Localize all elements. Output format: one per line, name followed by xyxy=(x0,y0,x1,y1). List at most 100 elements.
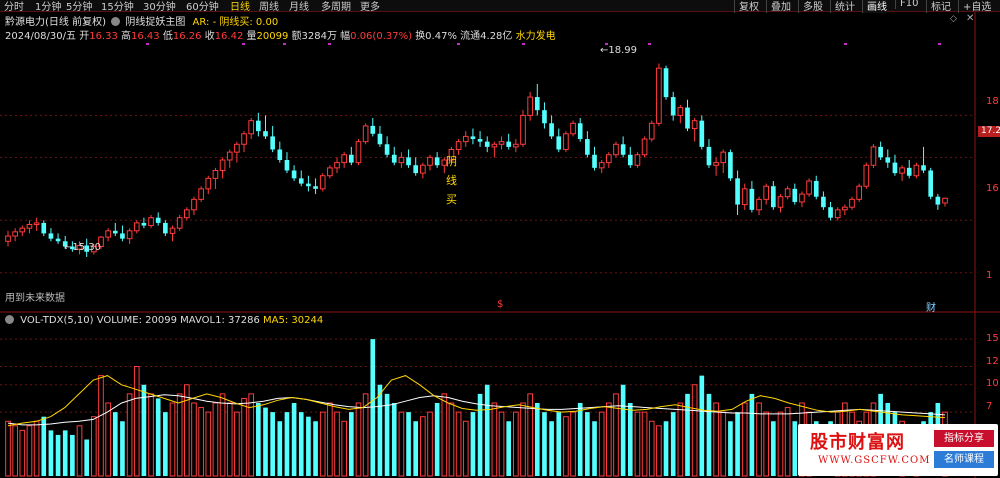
volume-bar-20 xyxy=(148,393,154,477)
candle-body-61 xyxy=(441,159,448,166)
volume-bar-78 xyxy=(563,416,569,477)
candle-body-79 xyxy=(570,122,576,135)
volume-bar-14 xyxy=(105,402,111,477)
change-value: 0.06(0.37%) xyxy=(350,31,412,42)
volume-bar-6 xyxy=(48,430,54,476)
volume-indicator-name[interactable]: VOL-TDX(5,10) xyxy=(20,315,94,326)
candle-body-123 xyxy=(885,157,891,163)
signal-marker-8 xyxy=(844,43,847,45)
candle-body-85 xyxy=(613,143,619,156)
candle-body-4 xyxy=(33,222,40,226)
volume-bar-21 xyxy=(155,398,161,476)
settings-gear-icon[interactable] xyxy=(111,17,121,26)
tab-period-0[interactable]: 分时 xyxy=(4,2,24,13)
volume-bar-85 xyxy=(613,393,619,477)
toolbar-button-0[interactable]: 复权 xyxy=(734,0,759,13)
candle-body-88 xyxy=(634,154,641,166)
volume-bar-54 xyxy=(391,403,397,476)
toolbar-button-4[interactable]: 画线 xyxy=(862,0,887,13)
tab-period-2[interactable]: 5分钟 xyxy=(66,2,93,13)
volume-bar-105 xyxy=(756,402,762,477)
toolbar-button-7[interactable]: +自选 xyxy=(958,0,991,13)
toolbar-button-6[interactable]: 标记 xyxy=(926,0,951,13)
concept-tag[interactable]: 水力发电 xyxy=(515,31,556,42)
candle-body-124 xyxy=(892,162,898,174)
candle-body-104 xyxy=(749,188,755,210)
volume-bar-46 xyxy=(334,411,340,477)
candle-body-59 xyxy=(427,156,433,166)
volume-bar-48 xyxy=(349,412,354,476)
candle-body-3 xyxy=(26,224,33,229)
volume-bar-17 xyxy=(126,393,133,477)
volume-bar-39 xyxy=(284,412,290,476)
volume-bar-59 xyxy=(427,411,433,477)
candle-body-72 xyxy=(520,114,526,145)
signal-marker-3 xyxy=(328,43,331,45)
volume-bar-15 xyxy=(112,412,118,476)
signal-marker-7 xyxy=(648,43,651,45)
toolbar-button-2[interactable]: 多股 xyxy=(798,0,823,13)
candle-body-122 xyxy=(878,146,883,158)
candle-body-74 xyxy=(534,97,540,111)
tab-period-4[interactable]: 30分钟 xyxy=(143,2,176,13)
tab-period-1[interactable]: 1分钟 xyxy=(35,2,62,13)
volume-bar-0 xyxy=(5,420,11,477)
tab-period-6[interactable]: 日线 xyxy=(230,2,250,13)
dollar-marker[interactable]: $ xyxy=(497,299,504,310)
volume-bar-80 xyxy=(577,403,583,476)
volume-bar-37 xyxy=(270,412,275,476)
watermark-logo: 股市财富网 WWW.GSCFW.COM 指标分享 名师课程 xyxy=(798,424,998,476)
stock-name[interactable]: 黔源电力(日线 前复权) xyxy=(5,17,106,28)
volume-gear-icon[interactable] xyxy=(5,315,14,324)
toolbar-button-5[interactable]: F10 xyxy=(895,0,918,9)
volume-bar-56 xyxy=(406,412,411,476)
volume-bar-7 xyxy=(55,434,61,476)
volume-bar-50 xyxy=(362,393,369,477)
volume-bar-32 xyxy=(234,411,240,477)
candle-body-107 xyxy=(771,186,776,208)
volume-bar-72 xyxy=(520,402,526,477)
volume-bar-68 xyxy=(491,402,498,477)
tab-period-7[interactable]: 周线 xyxy=(259,2,279,13)
candle-body-6 xyxy=(48,233,54,239)
candle-body-106 xyxy=(763,185,770,200)
watermark-tag-course: 名师课程 xyxy=(934,451,994,468)
volume-bar-99 xyxy=(713,402,719,477)
close-icon[interactable]: ✕ xyxy=(966,13,975,24)
volume-bar-81 xyxy=(585,412,590,476)
candle-body-105 xyxy=(756,198,762,211)
volume-bar-35 xyxy=(256,403,261,476)
volume-bar-62 xyxy=(448,402,455,477)
candle-body-24 xyxy=(176,217,183,229)
tab-period-3[interactable]: 15分钟 xyxy=(101,2,134,13)
annotation-xian: 线 xyxy=(446,174,457,187)
candle-body-117 xyxy=(842,206,848,211)
volume-bar-60 xyxy=(434,403,440,476)
vol-y-label-4: 7 xyxy=(986,401,993,412)
volume-bar-45 xyxy=(327,402,333,477)
signal-marker-2 xyxy=(283,43,286,45)
candle-body-100 xyxy=(720,151,727,164)
ma5-value: MA5: 30244 xyxy=(263,315,324,326)
finance-marker[interactable]: 财 xyxy=(926,303,936,314)
candle-body-119 xyxy=(856,185,862,200)
volume-bar-11 xyxy=(84,439,90,476)
tab-period-9[interactable]: 多周期 xyxy=(321,2,351,13)
annotation-mai: 买 xyxy=(446,193,457,206)
tab-period-8[interactable]: 月线 xyxy=(289,2,309,13)
volume-bar-16 xyxy=(120,421,125,476)
volume-bar-106 xyxy=(763,411,770,477)
diamond-icon[interactable]: ◇ xyxy=(950,14,957,24)
toolbar-button-1[interactable]: 叠加 xyxy=(766,0,791,13)
tab-period-10[interactable]: 更多 xyxy=(360,2,380,13)
candle-body-111 xyxy=(799,193,805,203)
indicator-name[interactable]: 阴线捉妖主图 xyxy=(125,17,186,28)
candle-body-83 xyxy=(598,162,605,169)
volume-bar-74 xyxy=(534,403,540,476)
candle-body-112 xyxy=(806,180,812,195)
candle-body-41 xyxy=(298,178,304,184)
toolbar-button-3[interactable]: 统计 xyxy=(830,0,855,13)
candle-body-97 xyxy=(699,120,705,147)
tab-period-5[interactable]: 60分钟 xyxy=(186,2,219,13)
